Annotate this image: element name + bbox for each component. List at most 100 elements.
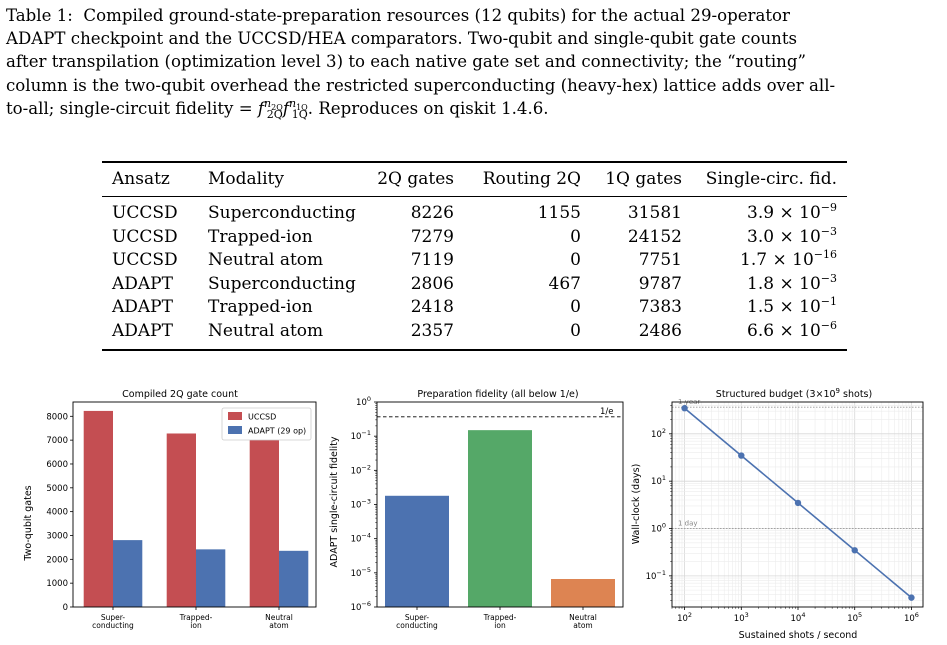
chart1-ytick-label: 4000 [46,508,68,518]
chart1-bar-adapt [113,540,143,607]
table-mid-rule [102,196,847,197]
chart3-point [738,452,745,459]
cell-modality: Neutral atom [208,250,324,270]
chart1-ytick-label: 6000 [46,460,68,470]
cell-modality: Superconducting [208,273,356,294]
chart1-bar-adapt [279,550,309,607]
chart3-point [908,594,915,601]
chart1-ytick-label: 3000 [46,531,68,541]
legend-label-adapt: ADAPT (29 op) [248,427,306,436]
chart1-xtick-label: Trapped- [179,613,213,622]
header-modality: Modality [208,169,284,189]
caption-line-2: ADAPT checkpoint and the UCCSD/HEA compa… [6,29,798,49]
chart3-xlabel: Sustained shots / second [739,630,858,641]
caption-line-4: column is the two-qubit overhead the res… [6,75,836,95]
caption-line-5: to-all; single-circuit fidelity = [6,98,258,118]
cell-modality: Trapped-ion [208,226,313,247]
chart1-ytick-label: 2000 [46,555,68,565]
cell-fidelity: 1.7 × 10−16 [740,248,837,270]
chart2-xtick-label: Trapped- [483,613,517,622]
cell-ansatz: ADAPT [112,320,173,341]
cell-2q-gates: 2357 [410,320,454,341]
chart1-bar-uccsd [83,410,113,607]
cell-routing-2q: 0 [570,297,581,317]
chart2-plot-frame [376,401,624,608]
fidelity-formula: fn2Q2Qfn1Q1Q [257,97,308,122]
chart2-ytick-label: 100 [356,395,371,408]
cell-2q-gates: 7279 [410,226,454,247]
cell-modality: Neutral atom [208,320,324,341]
chart2-bar [385,495,449,607]
table-bottom-rule [102,349,847,351]
cell-1q-gates: 2486 [638,320,682,341]
chart3-xtick-label: 106 [904,611,919,624]
chart1-xtick-label: Neutral [265,613,293,622]
cell-1q-gates: 31581 [627,203,682,223]
chart3-xtick-label: 104 [791,611,806,624]
chart3-ytick-label: 10−1 [646,569,666,582]
cell-routing-2q: 0 [570,226,581,247]
gate-count-chart: Compiled 2Q gate count Two-qubit gates 0… [23,389,317,630]
chart2-ytick-label: 10−6 [351,600,371,613]
chart2-xtick-label: Neutral [569,613,597,622]
cell-1q-gates: 7383 [638,297,682,317]
chart3-ytick-label: 102 [651,427,666,440]
header-routing-2q: Routing 2Q [482,169,581,189]
legend-label-uccsd: UCCSD [248,413,276,422]
chart3-ytick-label: 100 [651,522,666,535]
chart1-title: Compiled 2Q gate count [122,389,238,400]
chart2-xtick-label: ion [494,621,506,630]
chart3-title: Structured budget (3×109 shots) [716,387,872,400]
cell-1q-gates: 7751 [638,250,682,270]
chart1-xtick-label: atom [269,621,288,630]
chart1-bar-uccsd [249,437,279,607]
cell-fidelity: 3.9 × 10−9 [747,201,837,223]
header-single-circ-fid: Single-circ. fid. [705,169,837,189]
chart1-ytick-label: 5000 [46,484,68,494]
header-ansatz: Ansatz [112,169,170,189]
caption-label: Table 1: [6,6,73,25]
header-1q-gates: 1Q gates [605,169,682,189]
chart3-point [794,499,802,507]
cell-ansatz: UCCSD [112,250,178,270]
chart3-xtick-label: 103 [734,611,749,624]
chart1-ytick-label: 0 [63,603,68,613]
chart2-bar [468,430,532,607]
chart1-ytick-label: 7000 [46,436,68,446]
cell-2q-gates: 2806 [410,273,454,294]
chart1-bar-adapt [196,549,226,607]
chart2-xtick-label: Super- [405,613,429,622]
chart1-legend: UCCSD ADAPT (29 op) [221,407,312,441]
caption-line-5-end: . Reproduces on qiskit 1.4.6. [307,98,549,118]
cell-1q-gates: 24152 [627,226,682,247]
chart1-ytick-label: 8000 [46,412,68,422]
chart3-xtick-label: 102 [677,611,692,624]
chart1-xtick-label: ion [190,621,202,630]
chart2-ytick-label: 10−4 [351,532,371,545]
chart2-title: Preparation fidelity (all below 1/e) [417,389,578,400]
chart2-bar [551,578,615,607]
chart2-ytick-label: 10−1 [351,429,371,442]
cell-ansatz: ADAPT [112,297,173,317]
cell-2q-gates: 2418 [410,297,454,317]
cell-routing-2q: 0 [570,320,581,341]
cell-ansatz: UCCSD [112,226,178,247]
chart3-xtick-label: 105 [847,611,862,624]
cell-routing-2q: 1155 [537,203,581,223]
chart2-xtick-label: conducting [396,621,438,630]
cell-modality: Superconducting [208,203,356,223]
cell-2q-gates: 7119 [410,250,454,270]
chart3-reference-label: 1 day [678,520,698,528]
caption-line-3: after transpilation (optimization level … [6,52,806,72]
cell-routing-2q: 0 [570,250,581,270]
chart1-bar-uccsd [166,433,196,607]
cell-fidelity: 1.5 × 10−1 [747,295,837,317]
fidelity-chart: Preparation fidelity (all below 1/e) ADA… [329,389,624,630]
chart1-plot-frame [72,401,317,608]
cell-fidelity: 3.0 × 10−3 [747,224,837,247]
chart2-ylabel: ADAPT single-circuit fidelity [329,436,340,567]
chart1-ytick-label: 1000 [46,579,68,589]
caption-line-1: Compiled ground-state-preparation resour… [83,6,790,25]
chart3-ytick-label: 101 [651,474,666,487]
cell-fidelity: 6.6 × 10−6 [747,318,837,341]
